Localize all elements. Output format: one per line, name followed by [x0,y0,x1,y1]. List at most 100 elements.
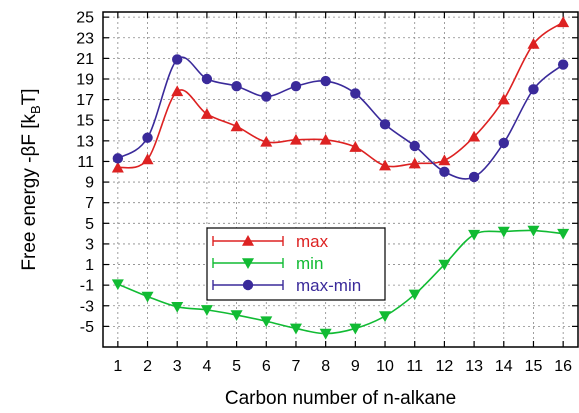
series-max-min [112,54,569,183]
data-point [320,75,331,87]
data-point [112,153,124,164]
y-tick-label: -5 [80,319,94,336]
legend-item-max: max [212,232,329,251]
y-tick-label: 19 [76,72,94,89]
legend: max min max-min [206,227,386,301]
plot-frame [102,11,579,348]
legend-box [206,227,386,301]
series-line [117,56,564,180]
y-tick-label: 7 [85,195,94,212]
data-point [557,59,569,70]
data-point [260,135,273,147]
data-point [111,161,124,173]
axis-ticks: 1 2 3 4 5 6 7 8 9 10 11 12 13 14 15 16-5-3-113579111315… [76,10,578,375]
data-point [557,16,570,28]
x-tick-label: 7 [292,358,301,375]
data-point [289,133,302,145]
legend-marker [242,258,254,269]
legend-marker [242,279,254,291]
legend-item-min: min [212,254,323,273]
data-point [201,73,213,85]
data-point [527,225,540,237]
y-tick-label: -1 [80,278,94,295]
data-point [439,166,450,177]
legend-item-max-min: max-min [212,276,361,295]
legend-label: min [296,254,323,273]
x-tick-label: 8 [321,358,330,375]
y-tick-label: 9 [85,175,94,192]
y-tick-label: 15 [76,113,94,130]
x-tick-label: 14 [495,358,513,375]
legend-label: max-min [296,276,361,295]
data-point [379,159,392,171]
data-point [111,279,124,291]
x-tick-label: 10 [376,358,394,375]
data-point [200,108,213,119]
y-tick-label: 21 [76,51,94,68]
x-tick-label: 5 [232,358,241,375]
x-tick-label: 9 [351,358,360,375]
series-line [117,21,564,169]
y-axis-label: Free energy -βF [kBT] [19,88,43,270]
data-point [497,93,510,105]
data-point [141,153,154,165]
data-point [438,259,451,271]
data-point [289,323,302,335]
data-point [350,88,361,99]
y-tick-label: 25 [76,10,94,27]
x-tick-label: 15 [525,358,543,375]
data-point [142,132,153,143]
y-tick-label: 11 [77,154,94,171]
data-point [468,130,481,142]
data-point [409,140,420,152]
data-point [319,328,332,340]
y-tick-label: 1 [85,257,94,274]
data-point [527,37,540,49]
x-tick-label: 1 [113,358,122,375]
x-tick-label: 6 [262,358,271,375]
legend-label: max [296,232,329,251]
x-tick-label: 16 [554,358,572,375]
data-point [290,81,302,92]
data-point [528,84,539,95]
data-point [230,120,243,132]
data-point [408,289,421,301]
data-point [231,81,242,92]
y-tick-label: 23 [76,30,94,47]
data-point [498,137,509,149]
legend-marker [242,235,254,246]
data-point [230,310,243,322]
data-point [171,85,184,97]
data-point [141,291,154,303]
data-point [497,226,510,238]
y-tick-label: 13 [76,133,94,150]
x-tick-label: 11 [406,358,423,375]
data-point [260,316,273,328]
data-point [349,141,362,152]
data-point [172,54,183,65]
data-point [171,302,184,313]
data-point [557,228,570,240]
x-tick-label: 13 [465,358,483,375]
series-min [111,225,570,340]
y-axis-label-subscript: B [28,105,43,114]
data-point [379,311,392,323]
series-line [117,229,564,335]
y-axis-label-end: T] [19,88,40,105]
data-point [408,157,421,169]
y-tick-label: -3 [80,298,94,315]
data-point [468,229,481,241]
data-point [200,305,213,316]
x-tick-label: 12 [436,358,454,375]
series-layer [111,16,570,340]
data-point [438,154,451,166]
data-point [261,91,272,102]
data-point [319,133,332,145]
y-tick-label: 17 [76,92,94,109]
x-tick-label: 4 [202,358,211,375]
y-tick-label: 5 [85,216,94,233]
series-max [111,16,570,173]
x-axis-label: Carbon number of n-alkane [225,388,456,409]
data-point [349,323,362,335]
